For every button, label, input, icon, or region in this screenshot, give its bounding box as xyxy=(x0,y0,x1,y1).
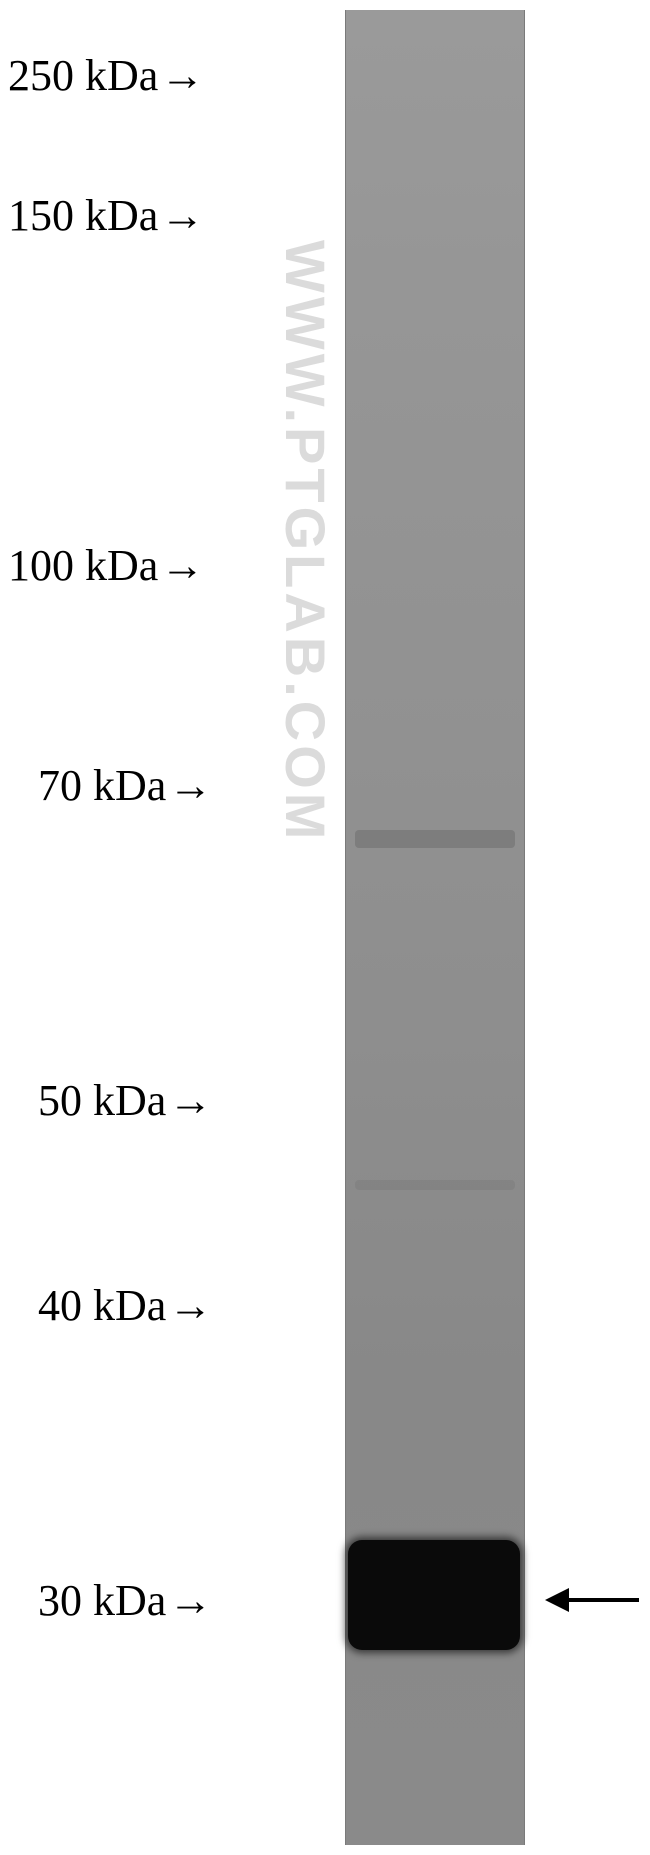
faint-band-1 xyxy=(355,830,515,848)
arrow-right-icon: → xyxy=(168,1075,212,1126)
marker-150kda: 150 kDa→ xyxy=(8,190,204,241)
arrow-line xyxy=(569,1598,639,1602)
arrow-right-icon: → xyxy=(168,1575,212,1626)
marker-50kda: 50 kDa→ xyxy=(38,1075,212,1126)
arrow-right-icon: → xyxy=(160,50,204,101)
result-indicator-arrow xyxy=(545,1588,639,1612)
arrow-right-icon: → xyxy=(168,1280,212,1331)
arrow-right-icon: → xyxy=(168,760,212,811)
western-blot-figure: WWW.PTGLAB.COM 250 kDa→ 150 kDa→ 100 kDa… xyxy=(0,0,650,1855)
marker-70kda: 70 kDa→ xyxy=(38,760,212,811)
arrow-left-icon xyxy=(545,1588,569,1612)
marker-label-text: 70 kDa xyxy=(38,760,166,811)
marker-label-text: 50 kDa xyxy=(38,1075,166,1126)
marker-100kda: 100 kDa→ xyxy=(8,540,204,591)
arrow-right-icon: → xyxy=(160,190,204,241)
marker-label-text: 30 kDa xyxy=(38,1575,166,1626)
marker-label-text: 250 kDa xyxy=(8,50,158,101)
marker-label-text: 40 kDa xyxy=(38,1280,166,1331)
marker-label-text: 100 kDa xyxy=(8,540,158,591)
marker-label-text: 150 kDa xyxy=(8,190,158,241)
faint-band-2 xyxy=(355,1180,515,1190)
marker-40kda: 40 kDa→ xyxy=(38,1280,212,1331)
main-band-30kda xyxy=(348,1540,520,1650)
watermark-text: WWW.PTGLAB.COM xyxy=(273,240,338,843)
arrow-right-icon: → xyxy=(160,540,204,591)
marker-250kda: 250 kDa→ xyxy=(8,50,204,101)
marker-30kda: 30 kDa→ xyxy=(38,1575,212,1626)
